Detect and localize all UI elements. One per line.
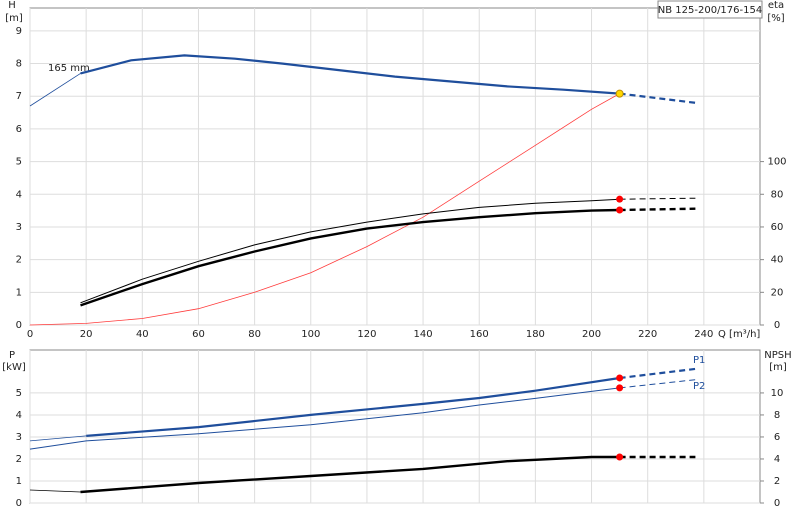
- y2-tick-label: 8: [774, 410, 780, 421]
- axis-label: [m]: [769, 362, 787, 373]
- y-tick-label: 5: [16, 157, 22, 168]
- plot-frame: [29, 349, 761, 504]
- y-tick-label: 7: [16, 91, 22, 102]
- y-tick-label: 4: [16, 410, 22, 421]
- x-tick-label: 140: [414, 329, 433, 340]
- plot-frame: [29, 7, 761, 326]
- y-tick-label: 2: [16, 454, 22, 465]
- y-tick-label: 3: [16, 432, 22, 443]
- y-tick-label: 9: [16, 26, 22, 37]
- axis-label: [kW]: [2, 362, 26, 373]
- x-tick-label: 160: [470, 329, 489, 340]
- x-tick-label: 220: [638, 329, 657, 340]
- y2-tick-label: 6: [774, 432, 780, 443]
- x-tick-label: 40: [136, 329, 149, 340]
- y-tick-label: 1: [16, 476, 22, 487]
- y2-tick-label: 0: [774, 320, 780, 331]
- x-tick-label: 240: [694, 329, 713, 340]
- y-tick-label: 0: [16, 320, 22, 331]
- y2-tick-label: 10: [771, 388, 784, 399]
- x-tick-label: 20: [80, 329, 93, 340]
- y2-tick-label: 4: [774, 454, 780, 465]
- curve: [619, 207, 696, 212]
- curve: [619, 379, 696, 389]
- y2-tick-label: 80: [771, 189, 784, 200]
- duty-point: [616, 206, 624, 214]
- axis-label: P: [9, 350, 15, 361]
- axis-label: H: [8, 0, 16, 11]
- curve: [29, 489, 81, 493]
- curve: [619, 197, 696, 200]
- y-tick-label: 8: [16, 59, 22, 70]
- axis-label: [%]: [767, 13, 784, 24]
- curve-label: P2: [693, 381, 705, 392]
- duty-point: [616, 384, 624, 392]
- duty-point: [616, 374, 624, 382]
- curve: [86, 376, 620, 437]
- curve: [29, 387, 620, 450]
- curve: [619, 92, 696, 104]
- y-tick-label: 1: [16, 287, 22, 298]
- curve: [80, 208, 620, 307]
- axis-label: [m]: [5, 13, 23, 24]
- y-tick-label: 0: [16, 498, 22, 509]
- chart-title: NB 125-200/176-154: [658, 5, 762, 16]
- duty-point: [615, 89, 624, 98]
- x-tick-label: 180: [526, 329, 545, 340]
- curve: [29, 435, 87, 442]
- y2-tick-label: 0: [774, 498, 780, 509]
- x-tick-label: 60: [192, 329, 205, 340]
- curve: [29, 93, 620, 326]
- axis-label: NPSH: [764, 350, 791, 361]
- curve-label: P1: [693, 355, 705, 366]
- y2-tick-label: 40: [771, 255, 784, 266]
- x-tick-label: 0: [27, 329, 33, 340]
- x-axis-label: Q [m³/h]: [718, 329, 760, 340]
- y-tick-label: 4: [16, 189, 22, 200]
- x-tick-label: 120: [357, 329, 376, 340]
- curve: [29, 73, 81, 107]
- axis-label: eta: [768, 0, 784, 11]
- y-tick-label: 5: [16, 388, 22, 399]
- curve: [619, 367, 696, 380]
- y-tick-label: 2: [16, 255, 22, 266]
- y2-tick-label: 20: [771, 287, 784, 298]
- duty-point: [616, 453, 624, 461]
- x-tick-label: 80: [248, 329, 261, 340]
- title-box: [657, 0, 763, 19]
- curve: [80, 54, 620, 95]
- y-tick-label: 3: [16, 222, 22, 233]
- curve: [80, 198, 620, 304]
- y2-tick-label: 60: [771, 222, 784, 233]
- annotation: 165 mm: [48, 63, 90, 74]
- y-tick-label: 6: [16, 124, 22, 135]
- x-tick-label: 200: [582, 329, 601, 340]
- x-tick-label: 100: [301, 329, 320, 340]
- duty-point: [616, 195, 624, 203]
- curve: [80, 455, 620, 494]
- y2-tick-label: 100: [767, 157, 786, 168]
- y2-tick-label: 2: [774, 476, 780, 487]
